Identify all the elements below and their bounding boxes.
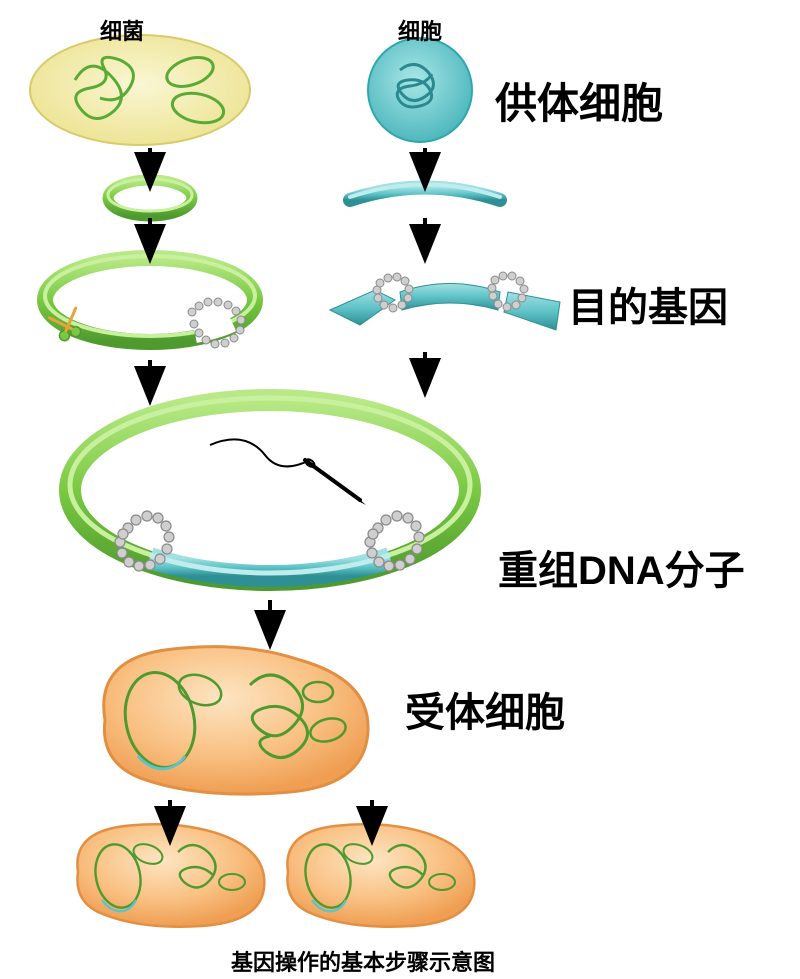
label-target-gene: 目的基因	[568, 275, 728, 333]
label-bacterium: 细菌	[100, 14, 144, 46]
dna-fragment-cut	[330, 272, 560, 330]
label-recombinant: 重组DNA分子	[498, 538, 745, 596]
daughter-cell-right	[287, 824, 474, 926]
recombinant-plasmid	[70, 398, 470, 580]
label-cell: 细胞	[398, 14, 442, 46]
daughter-cell-left	[77, 824, 264, 926]
label-recipient: 受体细胞	[405, 680, 565, 738]
caption: 基因操作的基本步骤示意图	[231, 945, 495, 977]
recipient-cell	[104, 647, 368, 794]
plasmid-cut	[45, 256, 255, 348]
dna-fragment	[350, 185, 500, 201]
plasmid-small	[108, 179, 192, 216]
bacterium-cell	[30, 35, 250, 145]
donor-cell	[368, 38, 472, 142]
diagram-canvas	[0, 0, 800, 979]
needle-icon	[210, 439, 366, 505]
label-donor: 供体细胞	[495, 70, 663, 131]
